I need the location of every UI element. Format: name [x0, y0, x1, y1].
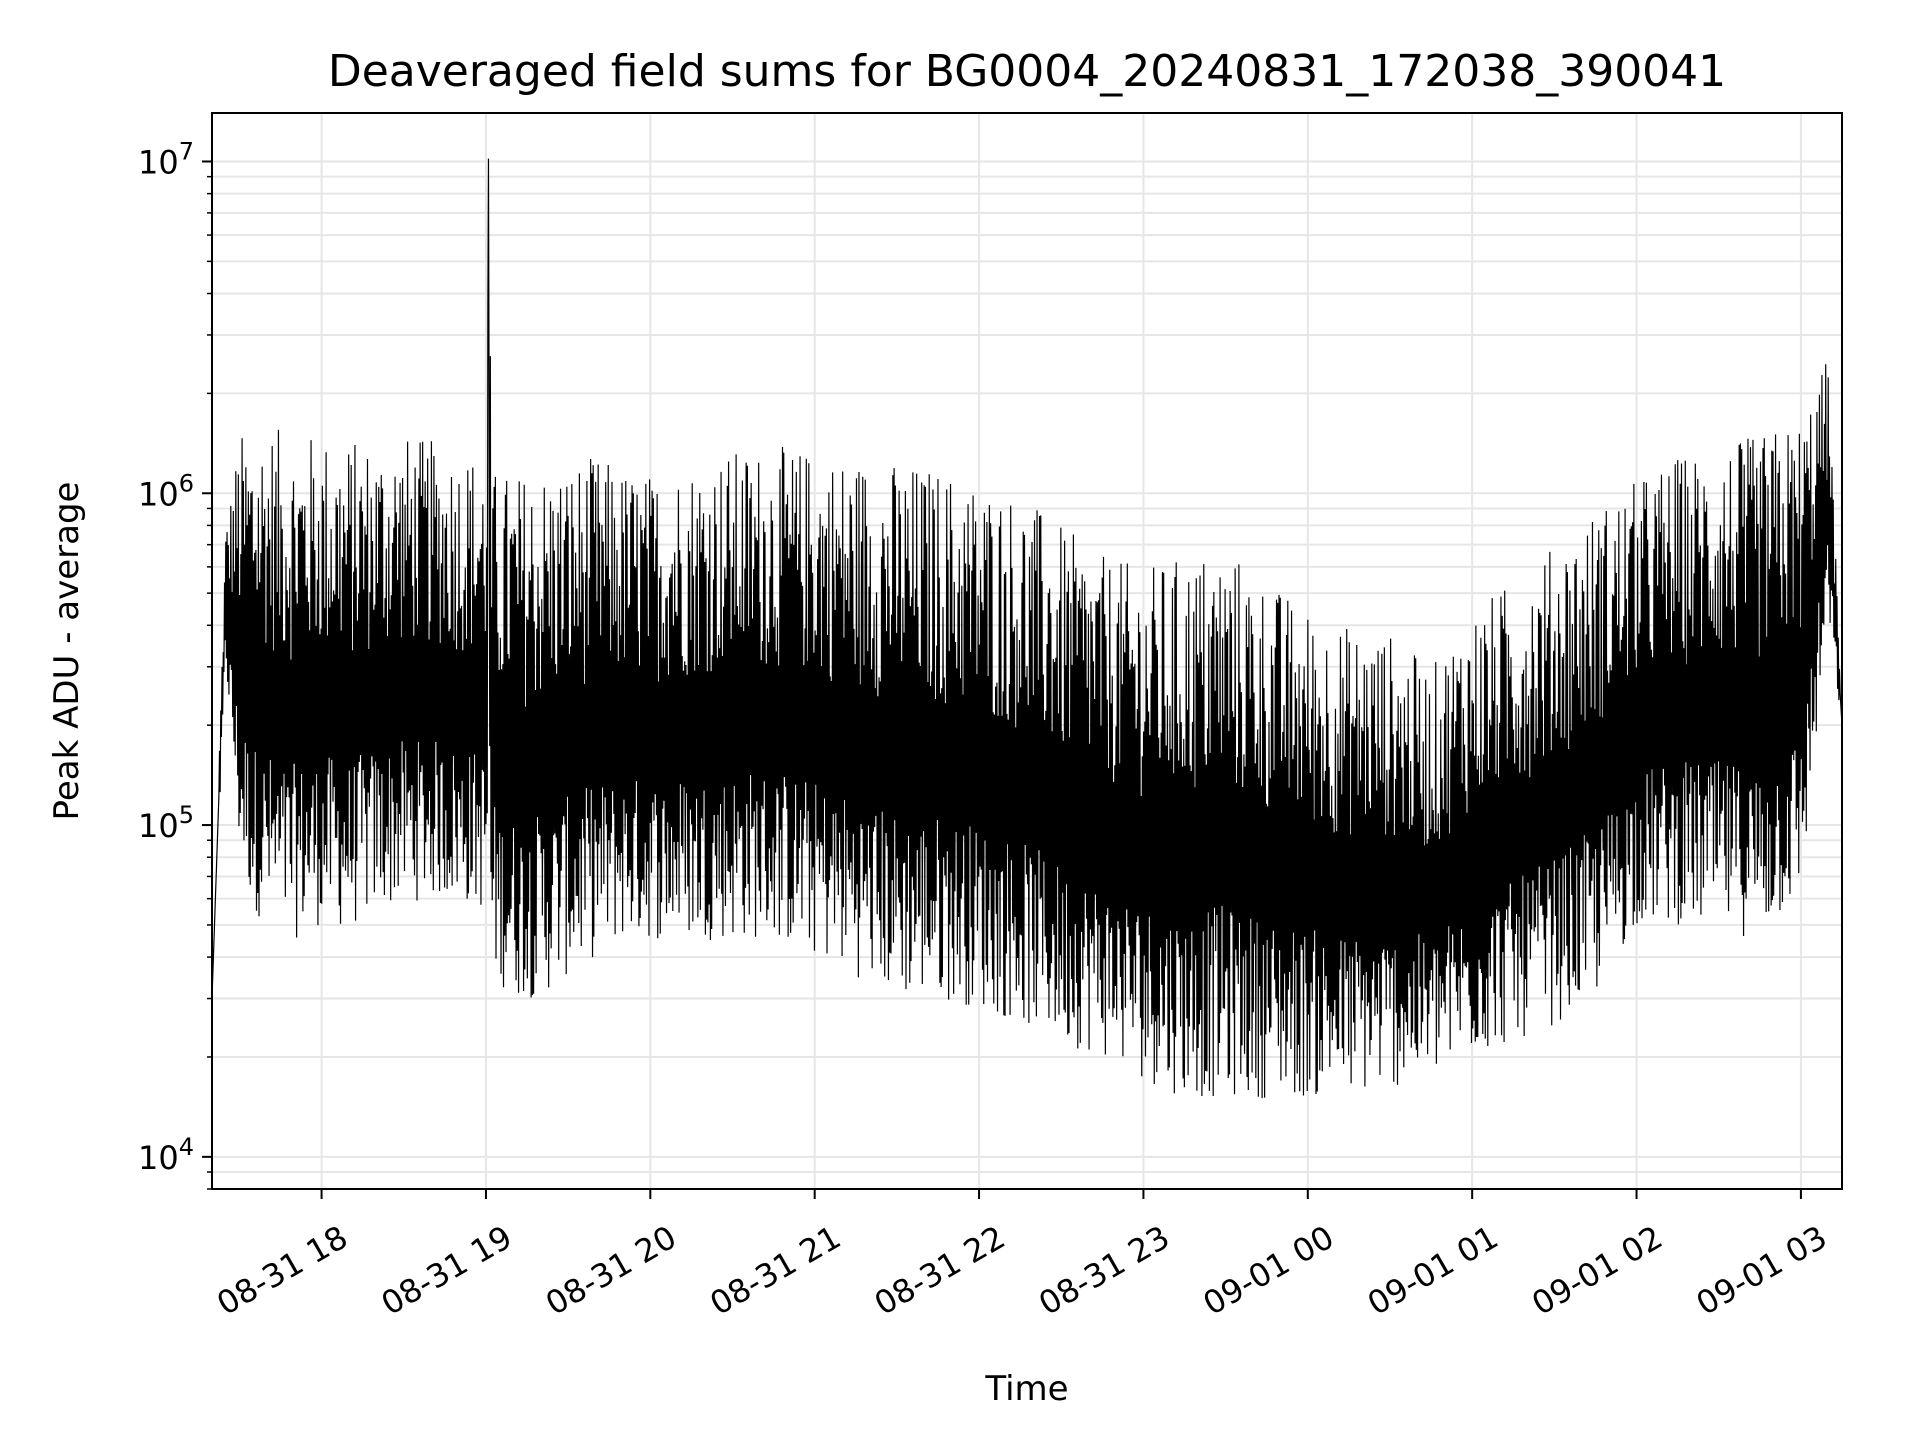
y-tick-label: 107	[138, 137, 194, 181]
series-layer	[211, 158, 1843, 1099]
y-axis-title: Peak ADU - average	[47, 482, 87, 821]
series-line	[211, 158, 1843, 1099]
x-axis-title: Time	[984, 1369, 1068, 1409]
chart-title: Deaveraged field sums for BG0004_2024083…	[328, 46, 1726, 97]
y-tick-label: 106	[138, 469, 194, 513]
y-tick-label: 104	[138, 1133, 194, 1177]
ticks	[202, 160, 1802, 1199]
y-tick-label: 105	[138, 801, 194, 845]
plot-frame	[211, 112, 1843, 1190]
